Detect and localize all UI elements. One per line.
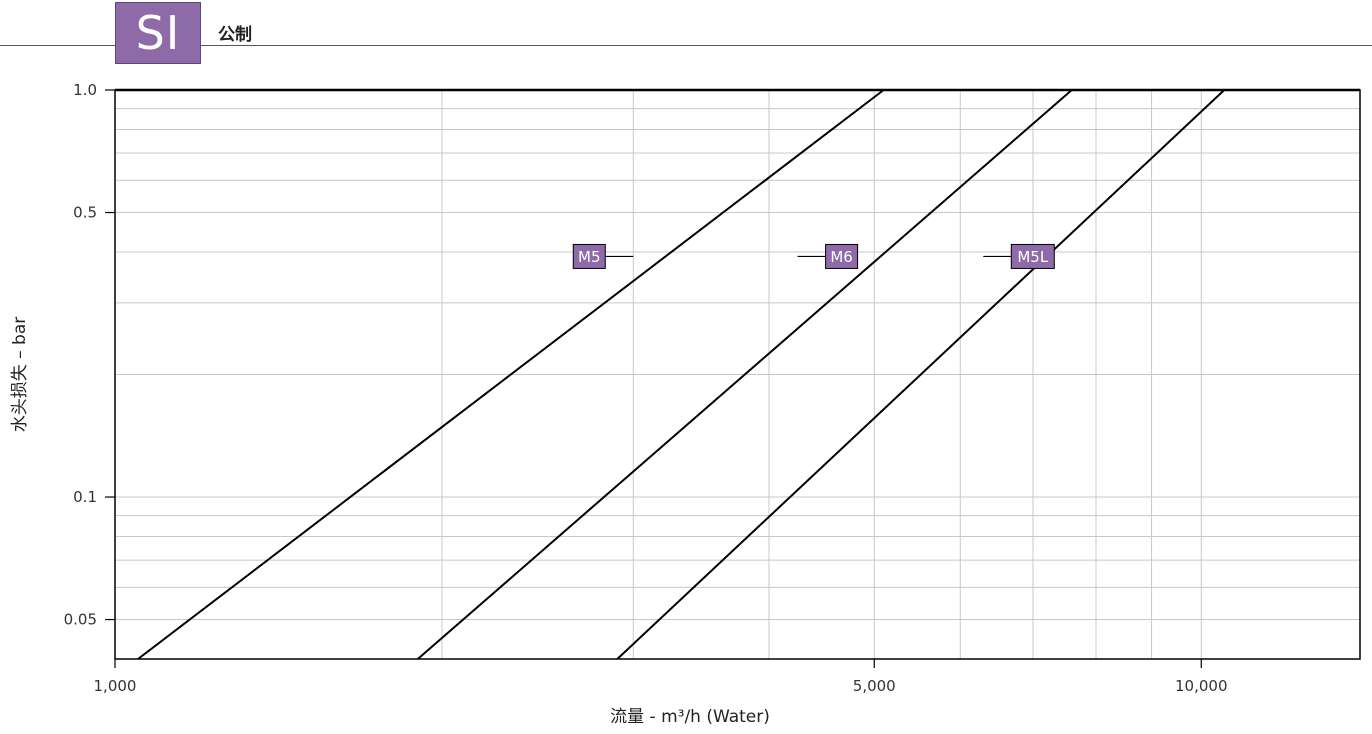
x-tick-label: 5,000 bbox=[853, 677, 896, 695]
series-label-m6: M6 bbox=[830, 248, 853, 266]
x-tick-label: 10,000 bbox=[1175, 677, 1228, 695]
header-rule bbox=[0, 45, 1372, 46]
y-tick-label: 0.5 bbox=[73, 204, 97, 222]
axis-ticks: 1,000 5,000 10,000 1.0 0.5 0.1 0.05 bbox=[64, 81, 1228, 695]
grid bbox=[114, 89, 1360, 659]
series-line-m5 bbox=[137, 89, 885, 660]
y-tick-label: 0.05 bbox=[64, 611, 97, 629]
units-badge: SI bbox=[115, 2, 201, 64]
series-label-box-m5l bbox=[1010, 243, 1055, 269]
series-label-box-m6 bbox=[825, 243, 859, 269]
series-label-m5l: M5L bbox=[1017, 248, 1048, 266]
series-label-box-m5 bbox=[572, 243, 606, 269]
series-line-m6 bbox=[417, 89, 1073, 660]
y-axis-title: 水头损失 – bar bbox=[10, 317, 30, 433]
units-label: 公制 bbox=[218, 25, 252, 45]
series-label-m5: M5 bbox=[578, 248, 601, 266]
series-line-m5l bbox=[616, 89, 1225, 660]
y-tick-label: 1.0 bbox=[73, 81, 97, 99]
x-tick-label: 1,000 bbox=[94, 677, 137, 695]
series-labels: M5 M6 M5L bbox=[572, 243, 1055, 269]
y-tick-label: 0.1 bbox=[73, 488, 97, 506]
x-axis-title: 流量 - m³/h (Water) bbox=[610, 707, 770, 727]
series-lines bbox=[137, 89, 1225, 660]
